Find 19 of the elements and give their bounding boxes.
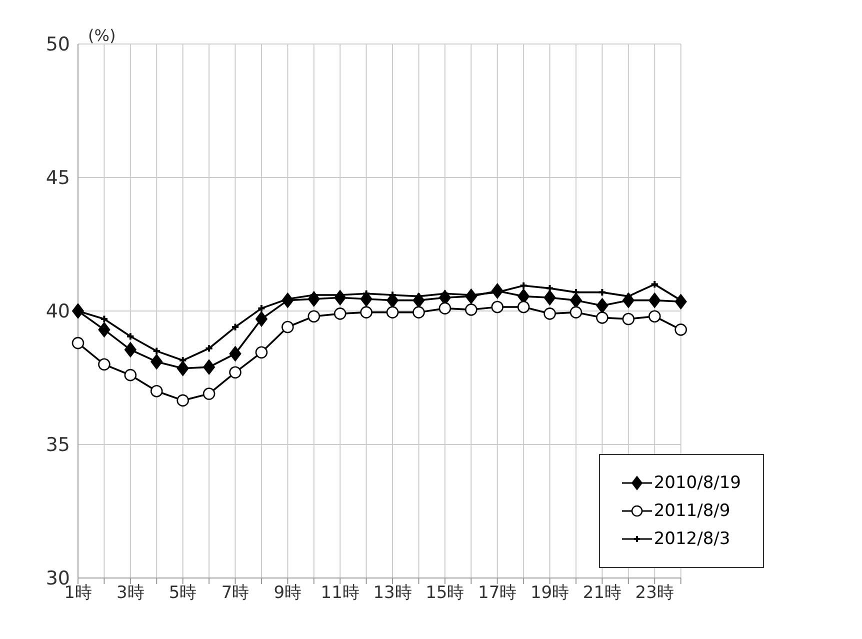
legend-label: 2012/8/3 [654,529,730,549]
x-tick-label: 21時 [582,583,622,604]
x-tick-label: 5時 [168,583,197,604]
y-tick-label: 35 [46,434,70,456]
x-tick-label: 23時 [635,583,674,604]
x-tick-label: 7時 [221,583,250,604]
x-tick-label: 11時 [320,583,360,604]
x-tick-label: 17時 [478,583,517,604]
y-tick-label: 50 [46,34,70,56]
x-tick-label: 13時 [373,583,412,604]
x-tick-label: 3時 [116,583,144,604]
legend-label: 2010/8/19 [654,473,741,493]
y-tick-label: 45 [46,167,70,190]
x-tick-label: 15時 [426,583,464,604]
legend-label: 2011/8/9 [654,501,730,521]
y-tick-label: 40 [46,300,70,323]
x-tick-label: 19時 [530,583,570,604]
x-tick-label: 9時 [274,583,302,604]
y-axis-title: (%) [88,26,116,45]
